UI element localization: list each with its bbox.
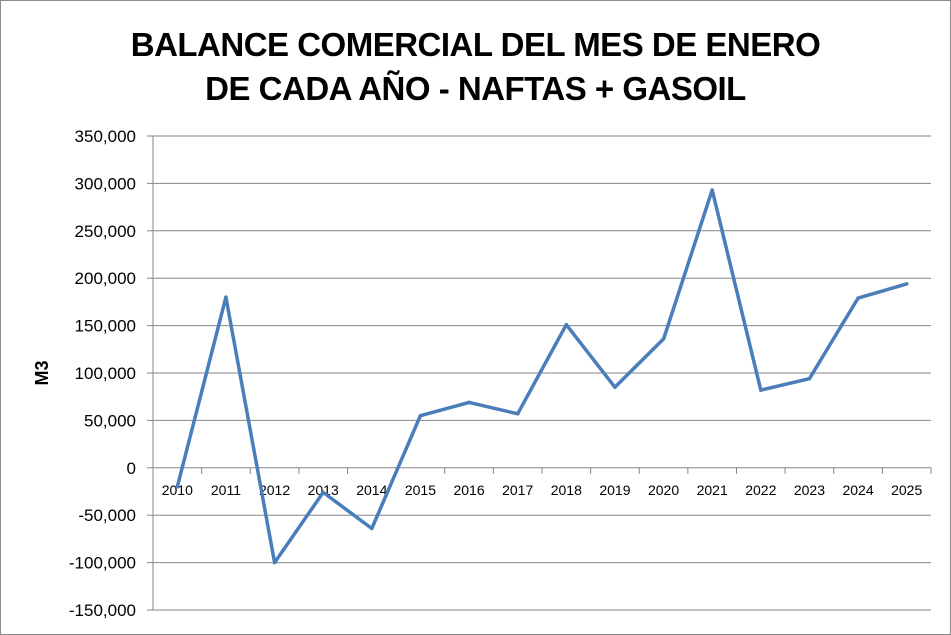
y-axis (147, 135, 932, 611)
x-tick-label: 2021 (697, 482, 728, 498)
y-tick-label: 0 (127, 459, 136, 478)
x-tick-label: 2022 (745, 482, 776, 498)
series-line (175, 188, 909, 565)
y-tick-label: -100,000 (69, 554, 136, 573)
data-point (321, 490, 325, 495)
x-tick-label: 2019 (599, 482, 630, 498)
y-tick-label: 100,000 (75, 364, 136, 383)
data-point (904, 282, 909, 286)
x-tick-label: 2015 (405, 482, 436, 498)
data-point (224, 295, 228, 299)
x-tick-label: 2023 (794, 482, 825, 498)
chart-title: BALANCE COMERCIAL DEL MES DE ENERO DE CA… (1, 23, 950, 111)
data-point (175, 485, 180, 489)
y-tick-labels: 350,000 300,000 250,000 200,000 150,000 100,0… (69, 127, 136, 620)
data-point (661, 337, 666, 341)
data-point (272, 560, 277, 565)
x-tick-label: 2018 (551, 482, 582, 498)
data-point (418, 413, 423, 418)
y-axis-label: M3 (32, 360, 52, 385)
y-tick-label: 150,000 (75, 317, 136, 336)
data-point (370, 526, 374, 531)
data-point (564, 322, 569, 327)
data-point (613, 385, 617, 389)
x-tick-label: 2016 (453, 482, 484, 498)
y-tick-label: -50,000 (78, 506, 136, 525)
y-tick-label: 300,000 (75, 174, 136, 193)
y-tick-label: 50,000 (84, 411, 136, 430)
data-point (467, 400, 471, 405)
chart-title-line-2: DE CADA AÑO - NAFTAS + GASOIL (205, 70, 746, 107)
x-tick-label: 2017 (502, 482, 533, 498)
y-tick-label: 200,000 (75, 269, 136, 288)
x-tick-label: 2011 (211, 482, 241, 498)
x-tick-label: 2024 (842, 482, 873, 498)
data-point (856, 296, 860, 300)
data-point (515, 412, 520, 416)
data-point (759, 388, 763, 392)
y-tick-label: -150,000 (69, 601, 136, 620)
data-point (807, 376, 812, 381)
x-tick-label: 2020 (648, 482, 679, 498)
x-tick-label: 2012 (259, 482, 290, 498)
y-tick-label: 250,000 (75, 222, 136, 241)
x-tick-label: 2010 (162, 482, 193, 498)
x-tick-label: 2025 (891, 482, 922, 498)
chart-title-line-1: BALANCE COMERCIAL DEL MES DE ENERO (130, 26, 821, 63)
x-tick-label: 2014 (356, 482, 387, 498)
series (175, 188, 909, 565)
data-point (710, 188, 714, 192)
x-tick-label: 2013 (308, 482, 339, 498)
y-tick-label: 350,000 (75, 127, 136, 146)
x-tick-labels: 2010 2011 2012 2013 2014 2015 2016 2017 2018 2019… (162, 482, 923, 498)
